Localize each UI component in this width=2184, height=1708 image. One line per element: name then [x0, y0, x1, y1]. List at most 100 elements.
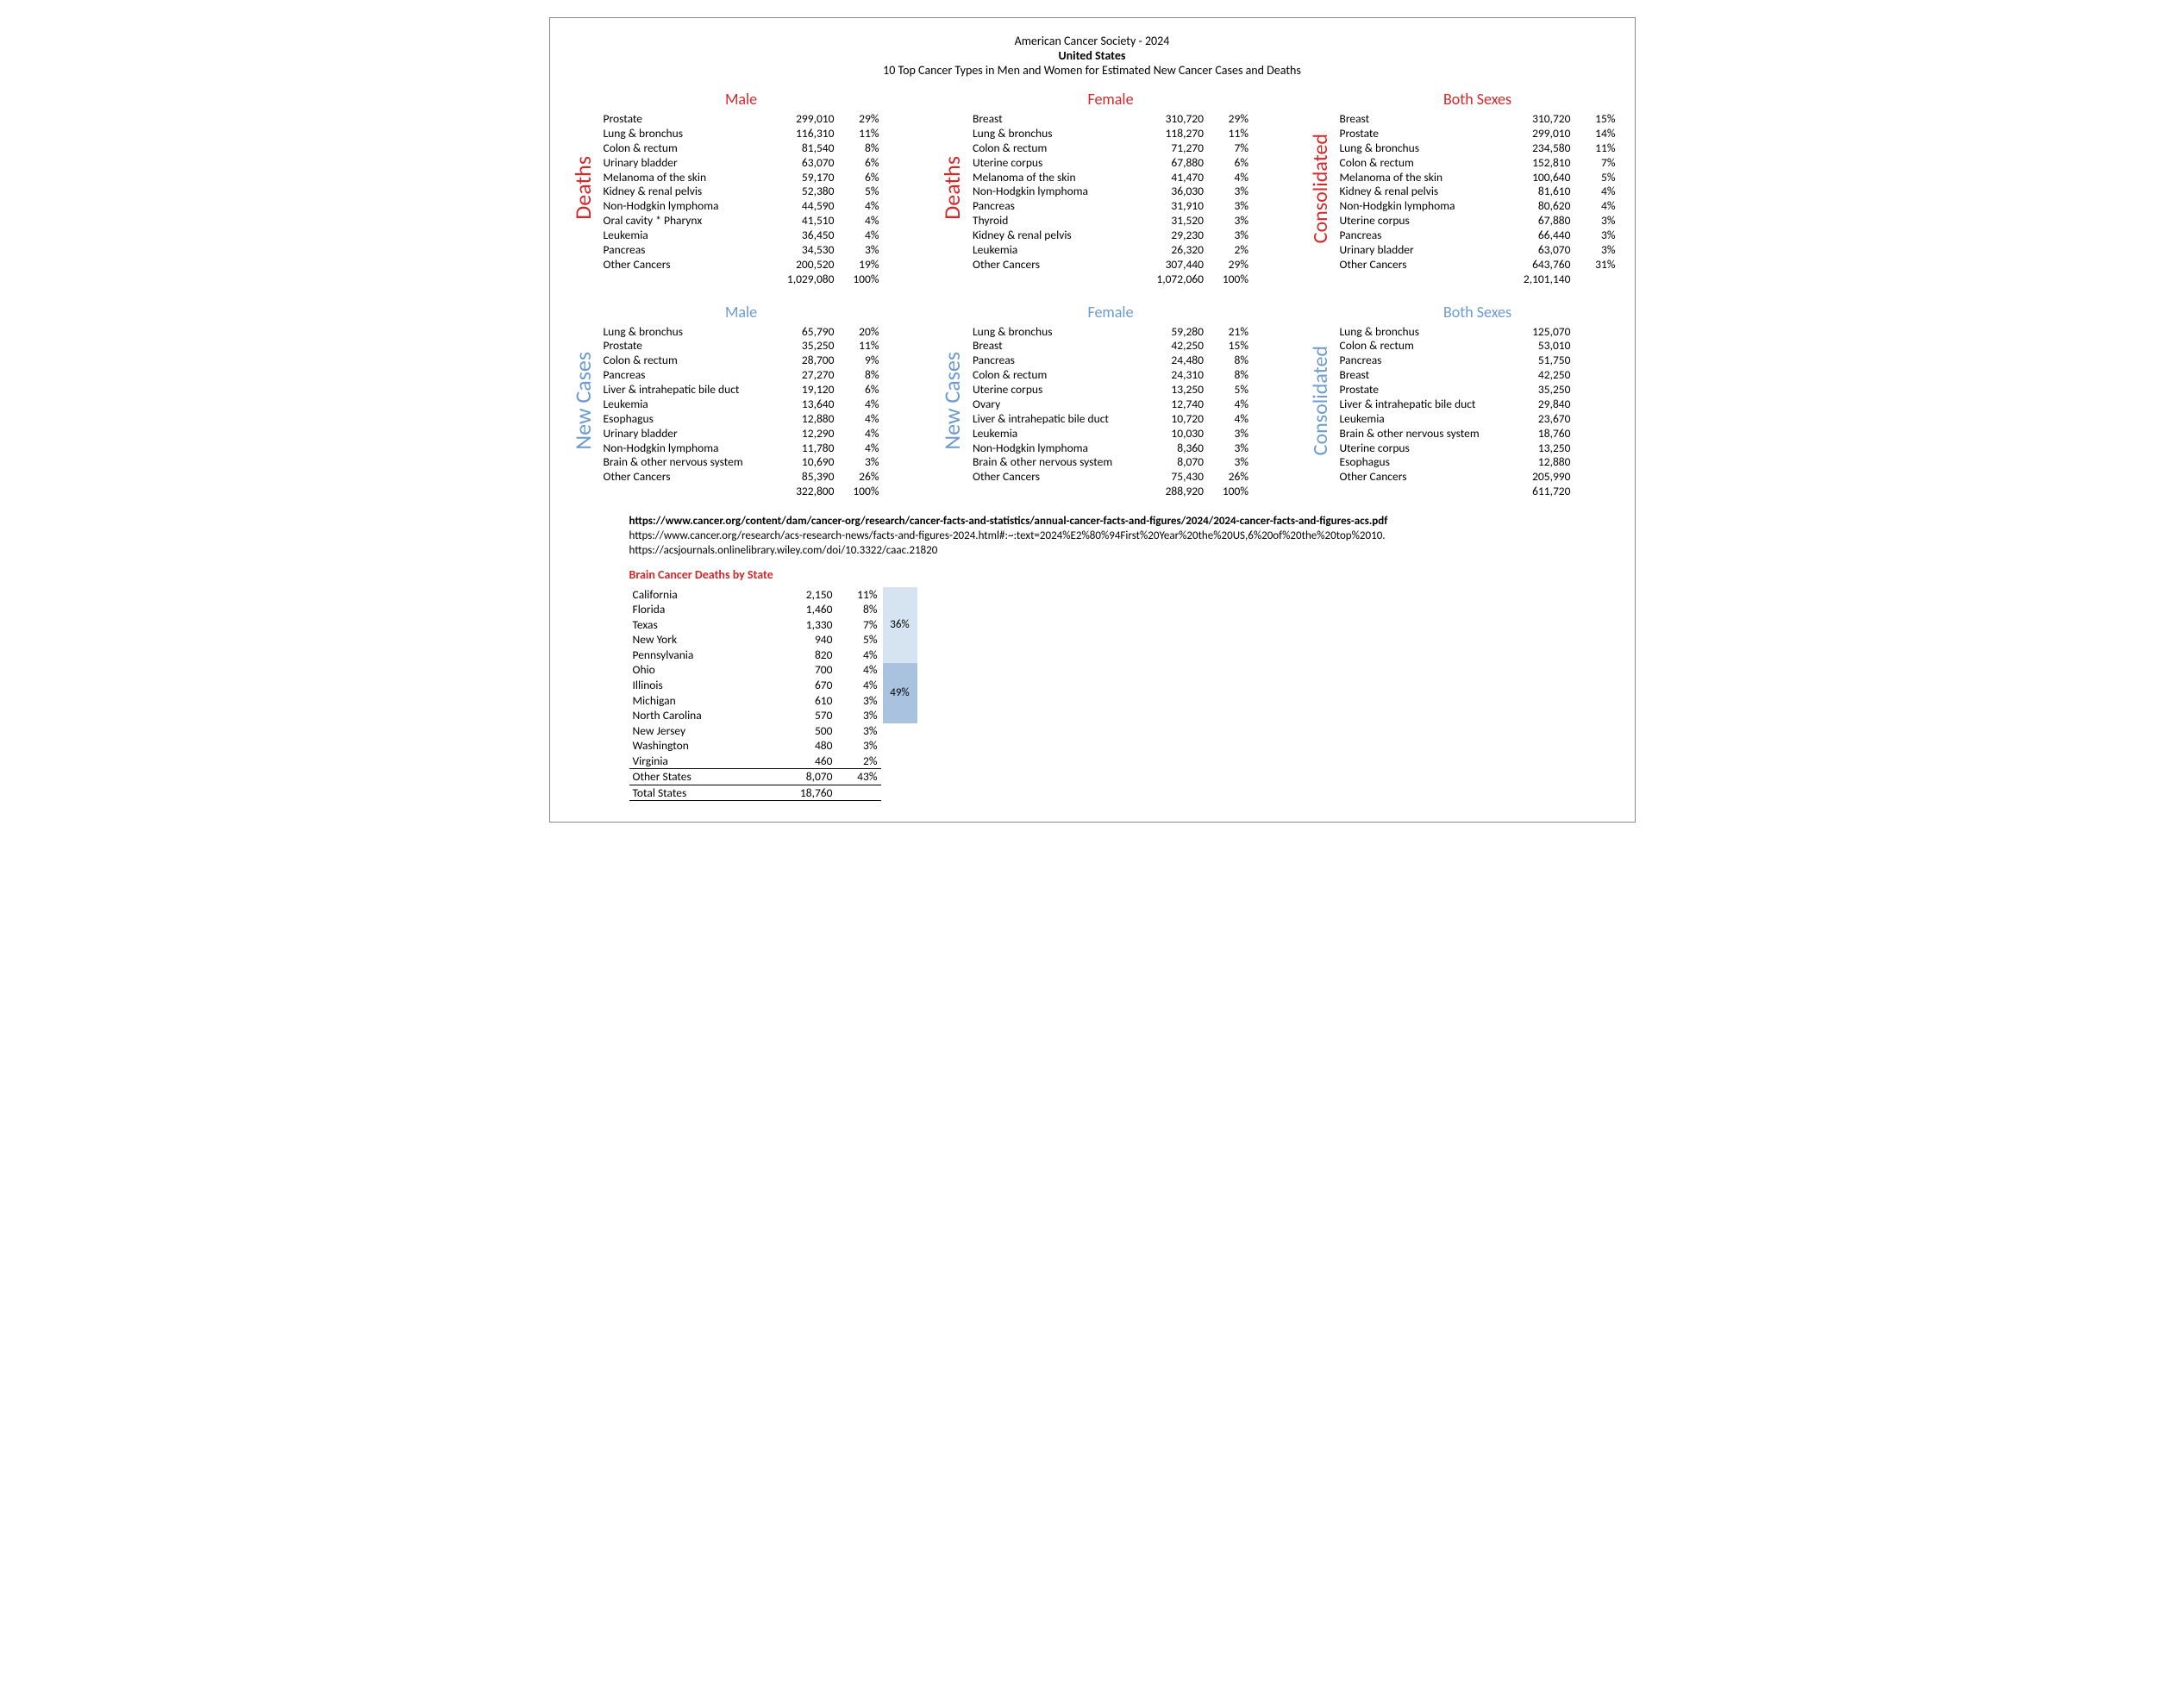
state-value: 480: [774, 738, 836, 754]
cancer-name: Kidney & renal pelvis: [600, 185, 771, 199]
table-row: Uterine corpus67,8806%: [969, 156, 1252, 171]
cancer-value: 205,990: [1507, 470, 1574, 485]
table-row: Breast42,25015%: [969, 339, 1252, 353]
table-row: Urinary bladder63,0703%: [1336, 243, 1619, 258]
state-value: 18,760: [774, 785, 836, 801]
cancer-value: 18,760: [1507, 427, 1574, 441]
cancer-pct: 11%: [1207, 127, 1252, 141]
cancer-name: Non-Hodgkin lymphoma: [600, 441, 771, 456]
table-row: Melanoma of the skin41,4704%: [969, 171, 1252, 185]
cancer-pct: 3%: [838, 243, 883, 258]
cancer-pct: 6%: [838, 383, 883, 397]
table-row: Pancreas66,4403%: [1336, 228, 1619, 243]
cancer-name: Breast: [969, 339, 1140, 353]
cancer-value: 42,250: [1140, 339, 1207, 353]
cancer-pct: 3%: [1207, 455, 1252, 470]
state-value: 670: [774, 678, 836, 693]
cancer-value: 66,440: [1507, 228, 1574, 243]
cancer-pct: [1574, 368, 1619, 383]
cancer-pct: 20%: [838, 325, 883, 340]
table-row: Colon & rectum152,8107%: [1336, 156, 1619, 171]
table-row: Non-Hodgkin lymphoma44,5904%: [600, 199, 883, 214]
cancer-pct: 8%: [1207, 368, 1252, 383]
cancer-pct: 4%: [1574, 185, 1619, 199]
cancer-value: 85,390: [771, 470, 838, 485]
total-value: 611,720: [1507, 485, 1574, 499]
cancer-name: Melanoma of the skin: [969, 171, 1140, 185]
cancer-name: Uterine corpus: [969, 383, 1140, 397]
state-value: 460: [774, 754, 836, 769]
cancer-name: Pancreas: [1336, 228, 1507, 243]
cancer-pct: [1574, 397, 1619, 412]
table-row: Leukemia26,3202%: [969, 243, 1252, 258]
deaths-female-panel: Deaths Female Breast310,72029%Lung & bro…: [935, 90, 1252, 287]
cancer-value: 31,520: [1140, 214, 1207, 228]
cancer-pct: 4%: [838, 214, 883, 228]
cancer-value: 80,620: [1507, 199, 1574, 214]
deaths-female-table: Breast310,72029%Lung & bronchus118,27011…: [969, 112, 1252, 287]
cancer-name: Esophagus: [600, 412, 771, 427]
cancer-name: Kidney & renal pelvis: [1336, 185, 1507, 199]
table-row: Uterine corpus13,2505%: [969, 383, 1252, 397]
state-row: New York9405%: [629, 632, 881, 648]
cancer-value: 52,380: [771, 185, 838, 199]
table-row: Lung & bronchus118,27011%: [969, 127, 1252, 141]
total-pct: 100%: [1207, 272, 1252, 287]
cancer-name: Colon & rectum: [600, 141, 771, 156]
table-row: Thyroid31,5203%: [969, 214, 1252, 228]
cancer-name: Breast: [969, 112, 1140, 127]
table-row: Lung & bronchus125,070: [1336, 325, 1619, 340]
bracket-cell: 49%: [883, 663, 917, 723]
state-value: 1,330: [774, 617, 836, 633]
cancer-pct: 14%: [1574, 127, 1619, 141]
cancer-pct: 15%: [1207, 339, 1252, 353]
total-pct: 100%: [838, 272, 883, 287]
cancer-value: 299,010: [771, 112, 838, 127]
state-pct: 7%: [836, 617, 881, 633]
cancer-name: Pancreas: [969, 353, 1140, 368]
cancer-pct: 8%: [838, 141, 883, 156]
cancer-pct: 3%: [1574, 214, 1619, 228]
newcases-male-panel: New Cases Male Lung & bronchus65,79020%P…: [566, 303, 883, 500]
cancer-name: Thyroid: [969, 214, 1140, 228]
cancer-value: 35,250: [1507, 383, 1574, 397]
cancer-value: 13,250: [1140, 383, 1207, 397]
state-pct: 3%: [836, 723, 881, 739]
cancer-value: 31,910: [1140, 199, 1207, 214]
sources-block: https://www.cancer.org/content/dam/cance…: [629, 515, 1619, 559]
cancer-name: Leukemia: [600, 228, 771, 243]
cancer-value: 23,670: [1507, 412, 1574, 427]
table-row: Urinary bladder63,0706%: [600, 156, 883, 171]
deaths-row: Deaths Male Prostate299,01029%Lung & bro…: [566, 90, 1619, 287]
cancer-value: 100,640: [1507, 171, 1574, 185]
cancer-name: Pancreas: [1336, 353, 1507, 368]
cancer-pct: 4%: [1207, 171, 1252, 185]
cancer-name: Uterine corpus: [1336, 441, 1507, 456]
male-title: Male: [600, 90, 883, 109]
cancer-pct: 11%: [1574, 141, 1619, 156]
newcases-female-panel: New Cases Female Lung & bronchus59,28021…: [935, 303, 1252, 500]
table-row: Pancreas31,9103%: [969, 199, 1252, 214]
table-row: Colon & rectum71,2707%: [969, 141, 1252, 156]
cancer-name: Lung & bronchus: [969, 325, 1140, 340]
table-row: Kidney & renal pelvis81,6104%: [1336, 185, 1619, 199]
table-row: Leukemia10,0303%: [969, 427, 1252, 441]
cancer-name: Non-Hodgkin lymphoma: [969, 441, 1140, 456]
state-row: Texas1,3307%: [629, 617, 881, 633]
cancer-pct: 4%: [1574, 199, 1619, 214]
cancer-value: 118,270: [1140, 127, 1207, 141]
bracket-cell: 36%: [883, 587, 917, 663]
deaths-label: Deaths: [566, 156, 600, 220]
table-row: Other Cancers200,52019%: [600, 258, 883, 272]
state-name: Texas: [629, 617, 774, 633]
cancer-pct: 26%: [1207, 470, 1252, 485]
cancer-pct: 6%: [1207, 156, 1252, 171]
cancer-pct: 26%: [838, 470, 883, 485]
table-row: Esophagus12,8804%: [600, 412, 883, 427]
cancer-value: 310,720: [1507, 112, 1574, 127]
state-row: California2,15011%: [629, 587, 881, 603]
consolidated-label: Consolidated: [1305, 134, 1336, 243]
cancer-name: Other Cancers: [969, 258, 1140, 272]
cancer-value: 13,250: [1507, 441, 1574, 456]
cancer-value: 12,290: [771, 427, 838, 441]
